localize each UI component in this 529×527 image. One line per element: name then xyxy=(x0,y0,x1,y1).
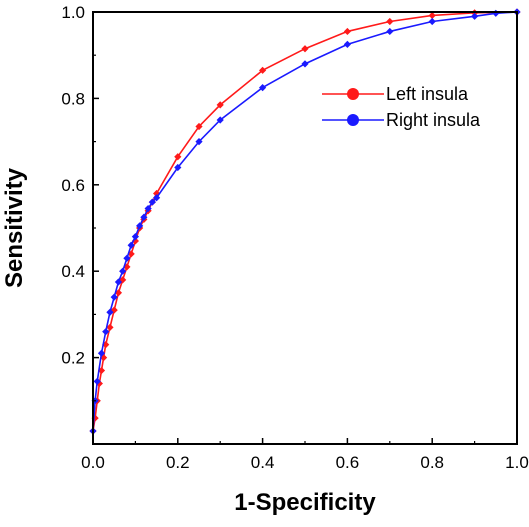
series-line-left-insula xyxy=(92,11,518,432)
point-left-insula-10 xyxy=(119,276,127,284)
point-left-insula-12 xyxy=(127,250,135,258)
legend: Left insula Right insula xyxy=(322,84,481,130)
y-tick-label-3: 0.8 xyxy=(61,89,85,108)
x-tick-label-1: 0.2 xyxy=(166,453,190,472)
x-tick-label-3: 0.6 xyxy=(336,453,360,472)
point-left-insula-19 xyxy=(174,153,182,161)
point-right-insula-2 xyxy=(93,377,101,385)
point-right-insula-25 xyxy=(471,12,479,20)
legend-label-left-insula: Left insula xyxy=(386,84,469,104)
point-left-insula-26 xyxy=(428,11,436,20)
y-tick-label-1: 0.4 xyxy=(61,262,85,281)
legend-label-right-insula: Right insula xyxy=(386,110,481,130)
x-axis-title: 1-Specificity xyxy=(234,489,376,516)
point-left-insula-8 xyxy=(110,306,118,314)
point-right-insula-9 xyxy=(123,254,131,262)
point-right-insula-6 xyxy=(110,293,118,301)
y-tick-label-4: 1.0 xyxy=(61,3,85,22)
point-right-insula-22 xyxy=(343,40,351,48)
point-right-insula-18 xyxy=(195,138,203,146)
point-right-insula-24 xyxy=(428,17,436,26)
point-right-insula-20 xyxy=(259,84,267,92)
point-left-insula-25 xyxy=(386,17,394,26)
point-left-insula-24 xyxy=(343,27,351,36)
point-right-insula-10 xyxy=(127,241,135,249)
point-right-insula-5 xyxy=(106,308,114,316)
ticks-layer: 0.0 0.2 0.4 0.6 0.8 1.0 0.2 0.4 0.6 0.8 1.0 xyxy=(61,3,528,472)
point-left-insula-7 xyxy=(106,323,114,331)
x-tick-label-5: 1.0 xyxy=(505,453,529,472)
legend-marker-right-insula xyxy=(347,114,359,126)
point-right-insula-23 xyxy=(386,27,394,36)
point-left-insula-3 xyxy=(95,379,103,388)
point-left-insula-22 xyxy=(259,66,267,74)
legend-marker-left-insula xyxy=(347,88,359,100)
point-left-insula-23 xyxy=(301,45,309,53)
point-right-insula-26 xyxy=(492,9,500,17)
x-tick-label-4: 0.8 xyxy=(420,453,444,472)
legend-entry-right-insula: Right insula xyxy=(322,110,481,130)
y-tick-label-0: 0.2 xyxy=(61,349,85,368)
y-tick-label-2: 0.6 xyxy=(61,176,85,195)
plot-frame xyxy=(92,11,518,445)
x-tick-label-0: 0.0 xyxy=(81,453,105,472)
point-right-insula-15 xyxy=(148,198,156,206)
series-layer xyxy=(89,8,521,435)
y-axis-title: Sensitivity xyxy=(1,167,28,288)
legend-entry-left-insula: Left insula xyxy=(322,84,469,104)
point-right-insula-17 xyxy=(174,163,182,172)
point-right-insula-14 xyxy=(144,204,152,213)
point-right-insula-13 xyxy=(140,213,148,221)
point-right-insula-3 xyxy=(97,349,106,357)
point-left-insula-21 xyxy=(216,101,224,109)
x-tick-label-2: 0.4 xyxy=(251,453,275,472)
point-right-insula-19 xyxy=(216,116,224,124)
point-left-insula-5 xyxy=(100,354,108,362)
point-left-insula-20 xyxy=(195,122,203,131)
point-right-insula-21 xyxy=(301,60,309,68)
point-right-insula-8 xyxy=(119,267,127,275)
point-right-insula-11 xyxy=(131,233,139,241)
point-right-insula-7 xyxy=(114,278,123,286)
point-left-insula-6 xyxy=(102,341,110,349)
point-right-insula-16 xyxy=(153,194,161,202)
point-right-insula-12 xyxy=(136,222,144,230)
point-right-insula-4 xyxy=(102,328,110,336)
series-line-right-insula xyxy=(92,11,518,432)
